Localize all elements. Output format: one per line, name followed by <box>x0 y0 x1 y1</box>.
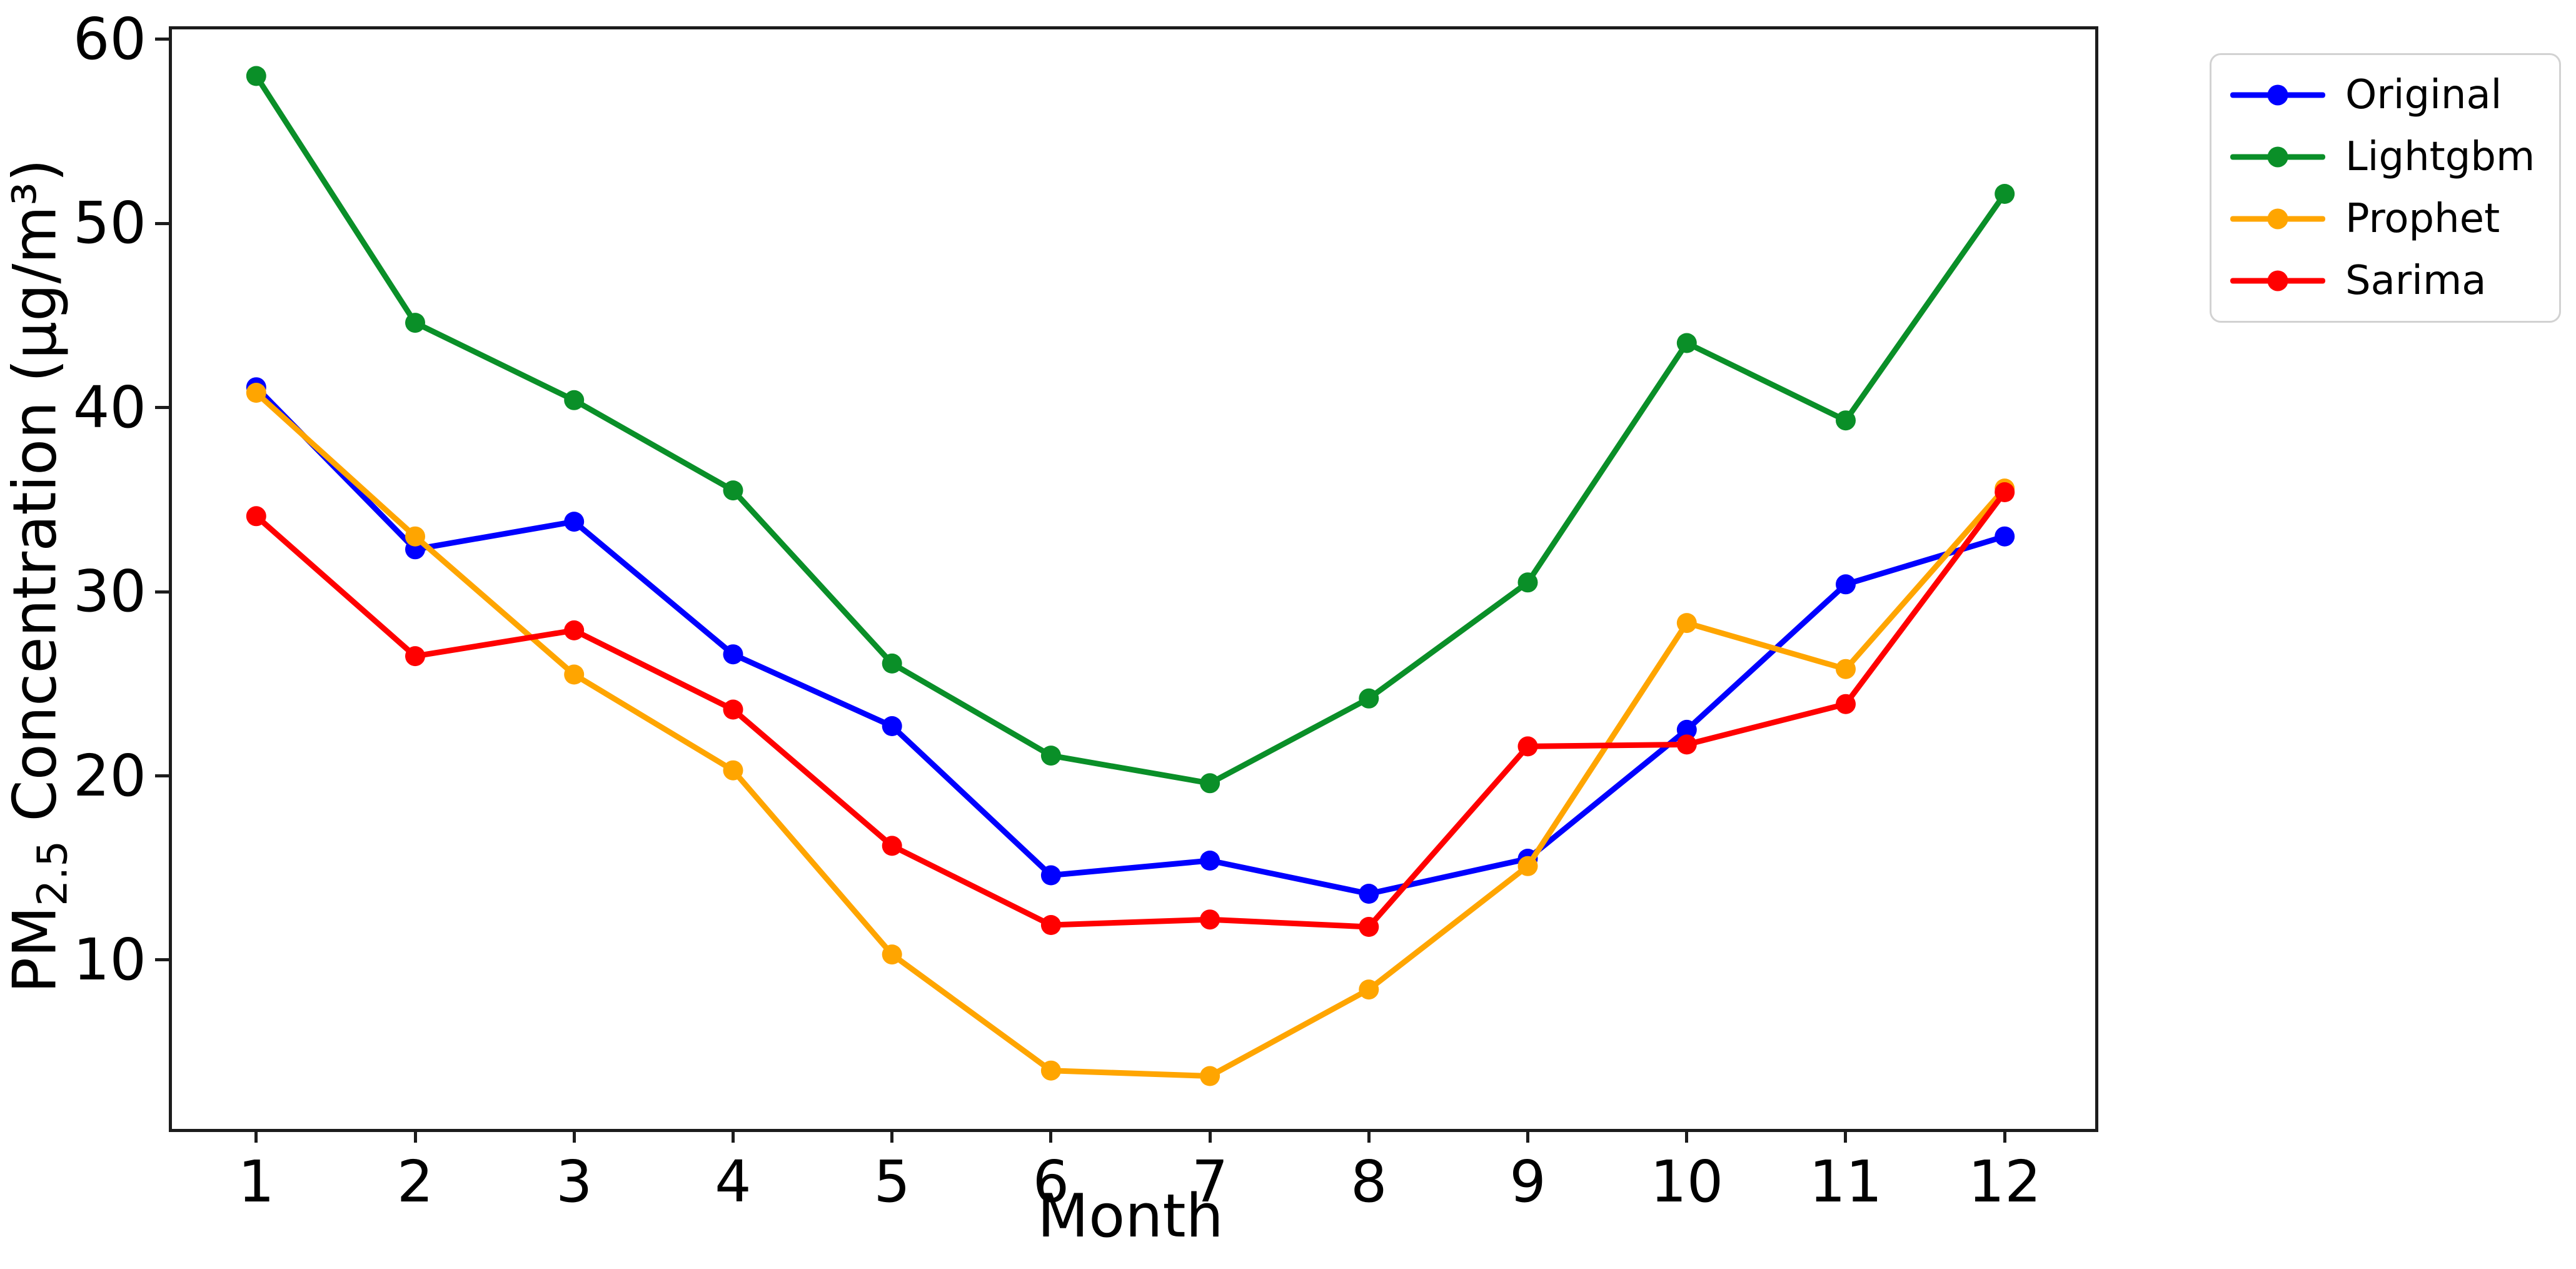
x-tick-label: 9 <box>1509 1148 1546 1215</box>
x-tick-label: 11 <box>1809 1148 1883 1215</box>
legend-label: Sarima <box>2345 258 2487 305</box>
y-tick-label: 10 <box>73 926 146 993</box>
legend-marker-original <box>2230 84 2325 106</box>
legend-entry-original: Original <box>2211 70 2559 120</box>
x-tick-label: 2 <box>396 1148 434 1215</box>
x-tick-label: 8 <box>1351 1148 1387 1215</box>
x-tick-label: 10 <box>1650 1148 1724 1215</box>
legend-marker-sarima <box>2230 270 2325 291</box>
x-tick-mark <box>1367 1129 1371 1143</box>
legend-dot-sample <box>2267 84 2288 106</box>
legend-dot-sample <box>2267 146 2288 168</box>
y-tick-mark <box>155 590 169 594</box>
y-tick-mark <box>155 406 169 410</box>
legend-label: Lightgbm <box>2345 133 2535 180</box>
y-axis-label-prefix: PM <box>1 906 70 994</box>
x-tick-label: 12 <box>1968 1148 2041 1215</box>
legend-dot-sample <box>2267 208 2288 230</box>
legend-entry-sarima: Sarima <box>2211 256 2559 306</box>
x-tick-mark <box>1208 1129 1212 1143</box>
x-tick-label: 3 <box>555 1148 593 1215</box>
x-tick-label: 1 <box>238 1148 275 1215</box>
y-axis-label: PM2.5 Concentration (µg/m³) <box>1 159 76 993</box>
x-tick-mark <box>1844 1129 1848 1143</box>
y-axis-label-rest: Concentration (µg/m³) <box>1 158 70 841</box>
legend-label: Prophet <box>2345 196 2500 243</box>
x-tick-label: 6 <box>1032 1148 1070 1215</box>
x-tick-mark <box>1526 1129 1530 1143</box>
plot-area <box>169 26 2098 1132</box>
y-tick-label: 40 <box>73 373 146 441</box>
x-tick-mark <box>1685 1129 1689 1143</box>
x-tick-mark <box>2003 1129 2006 1143</box>
x-tick-mark <box>254 1129 258 1143</box>
legend-entry-lightgbm: Lightgbm <box>2211 132 2559 182</box>
y-tick-mark <box>155 221 169 225</box>
y-tick-mark <box>155 774 169 777</box>
legend-marker-lightgbm <box>2230 146 2325 168</box>
x-tick-mark <box>572 1129 576 1143</box>
legend-dot-sample <box>2267 270 2288 291</box>
y-tick-mark <box>155 38 169 41</box>
legend-entry-prophet: Prophet <box>2211 194 2559 244</box>
x-tick-label: 7 <box>1191 1148 1229 1215</box>
legend-label: Original <box>2345 71 2502 118</box>
x-tick-mark <box>731 1129 735 1143</box>
x-tick-label: 4 <box>715 1148 752 1215</box>
y-tick-label: 30 <box>73 558 146 625</box>
y-axis-label-subscript: 2.5 <box>28 840 77 906</box>
y-tick-label: 50 <box>73 190 146 257</box>
x-tick-mark <box>413 1129 417 1143</box>
x-tick-mark <box>1049 1129 1053 1143</box>
y-tick-label: 60 <box>73 5 146 73</box>
x-tick-mark <box>890 1129 894 1143</box>
y-tick-label: 20 <box>73 742 146 809</box>
x-tick-label: 5 <box>873 1148 910 1215</box>
x-axis-label: Month <box>1037 1182 1224 1251</box>
y-tick-mark <box>155 958 169 962</box>
legend-box: Original Lightgbm Prophet Sarima <box>2210 53 2561 323</box>
legend-marker-prophet <box>2230 208 2325 230</box>
